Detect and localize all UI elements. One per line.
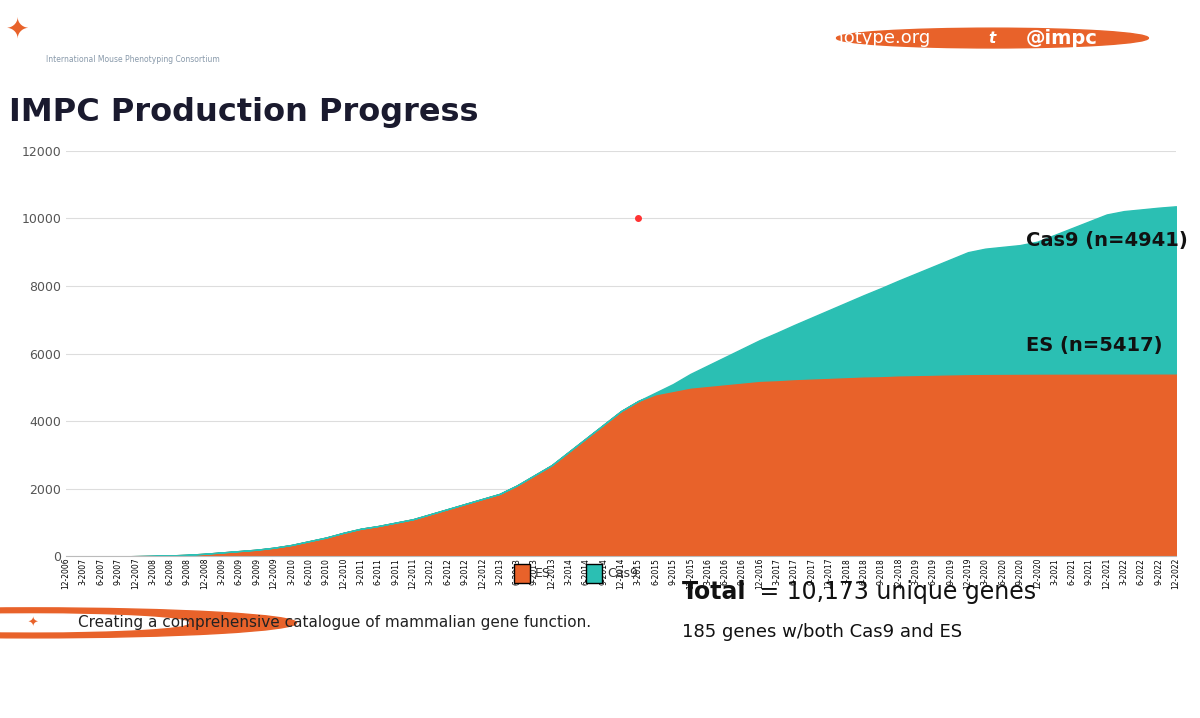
Text: = 10,173 unique genes: = 10,173 unique genes xyxy=(752,580,1036,605)
Text: ES: ES xyxy=(535,567,551,580)
Text: IMPC Production Progress: IMPC Production Progress xyxy=(10,98,479,129)
FancyBboxPatch shape xyxy=(586,564,601,583)
Text: Cas9: Cas9 xyxy=(607,567,638,580)
Circle shape xyxy=(0,608,296,638)
Text: Total: Total xyxy=(683,580,746,605)
Text: @impc: @impc xyxy=(1026,29,1098,47)
FancyBboxPatch shape xyxy=(514,564,530,583)
Text: International Mouse Phenotyping Consortium: International Mouse Phenotyping Consorti… xyxy=(46,55,220,64)
Text: IMPC: IMPC xyxy=(46,14,113,39)
Text: 185 genes w/both Cas9 and ES: 185 genes w/both Cas9 and ES xyxy=(683,623,962,641)
Circle shape xyxy=(0,614,188,632)
Text: Cas9 (n=4941): Cas9 (n=4941) xyxy=(1026,230,1188,250)
Text: t: t xyxy=(989,31,996,45)
Text: ES (n=5417): ES (n=5417) xyxy=(1026,336,1163,355)
Text: ✦: ✦ xyxy=(28,616,37,630)
Circle shape xyxy=(836,28,1148,48)
Text: ✦: ✦ xyxy=(6,15,29,43)
Text: mousephenotype.org: mousephenotype.org xyxy=(738,29,930,47)
Text: Creating a comprehensive catalogue of mammalian gene function.: Creating a comprehensive catalogue of ma… xyxy=(78,615,592,630)
